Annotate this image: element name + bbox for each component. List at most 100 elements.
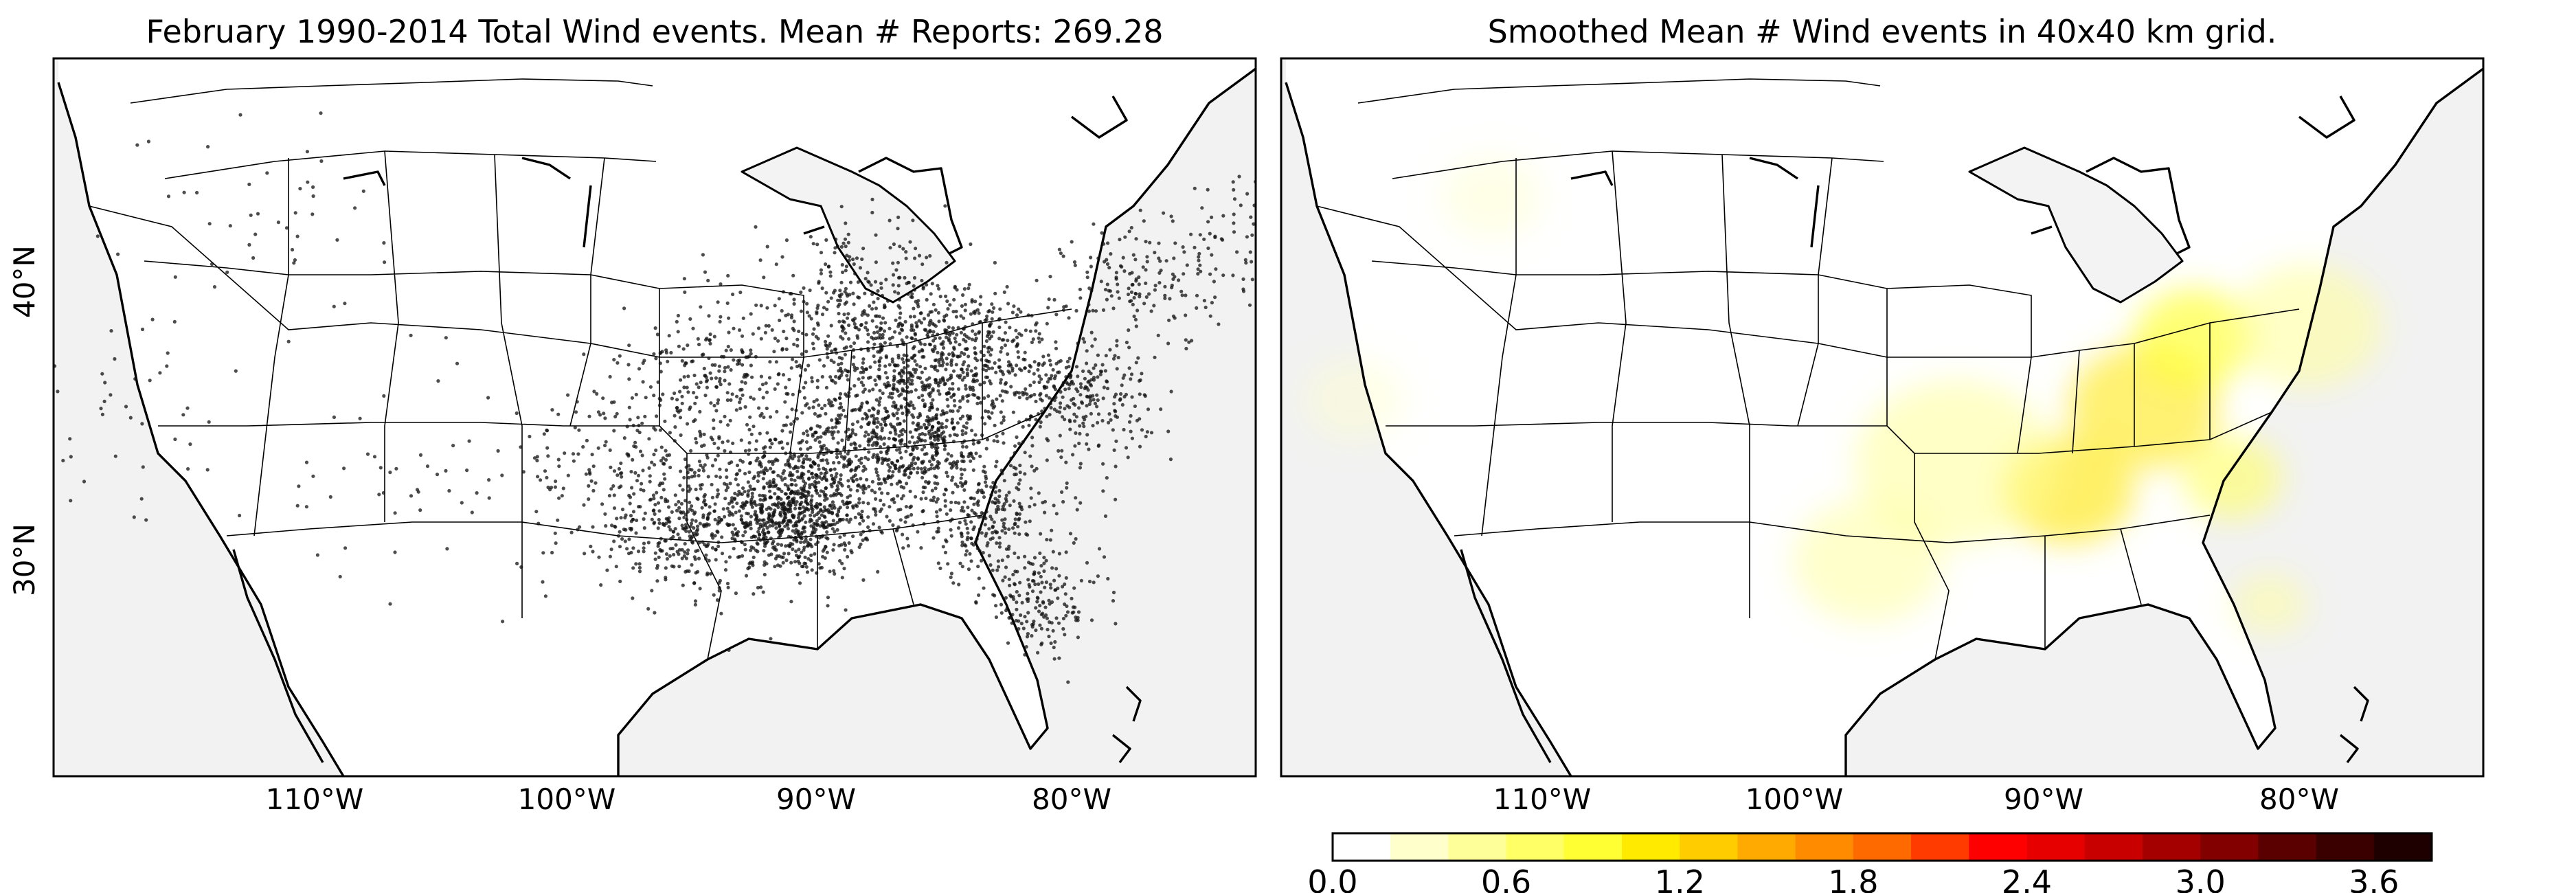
report-point [692,474,697,478]
report-point [847,460,851,464]
report-point [942,315,947,319]
report-point [1013,522,1017,527]
report-point [833,348,837,352]
report-point [760,493,765,498]
report-point [866,415,870,419]
report-point [964,553,968,557]
report-point [859,515,863,520]
report-point [652,453,656,457]
report-point [840,561,844,565]
report-point [752,555,756,560]
report-point [980,488,984,493]
report-point [655,414,659,418]
report-point [936,561,940,565]
report-point [844,608,848,612]
report-point [907,475,911,479]
report-point [798,374,802,378]
report-point [311,474,315,478]
report-point [714,558,718,562]
report-point [929,401,934,405]
report-point [734,473,738,477]
report-point [1021,440,1025,444]
report-point [737,554,742,559]
report-point [745,500,749,505]
report-point [949,508,953,512]
report-point [637,562,642,566]
report-point [726,585,730,589]
report-point [1163,293,1167,297]
report-point [27,508,30,512]
report-point [898,275,902,280]
report-point [816,436,820,440]
report-point [265,171,269,175]
report-point [949,363,953,368]
report-point [961,293,965,297]
report-point [861,501,866,505]
report-point [1068,532,1073,536]
report-point [909,389,914,394]
report-point [952,398,956,403]
report-point [1048,538,1052,542]
report-point [859,532,863,536]
report-point [688,537,692,541]
lon-tick-80w: 80°W [1032,782,1111,816]
report-point [1111,306,1116,310]
report-point [607,494,612,498]
report-point [727,513,732,517]
report-point [714,547,718,552]
report-point [668,554,672,558]
report-point [889,475,893,479]
left-scatter-points [27,111,1256,684]
report-point [902,353,906,357]
report-point [685,517,689,522]
report-point [864,430,868,434]
report-point [1144,281,1148,285]
report-point [873,435,877,439]
report-point [760,524,765,528]
report-point [985,543,989,548]
report-point [664,517,668,521]
report-point [939,413,943,417]
report-point [686,374,690,378]
report-point [1250,233,1254,237]
report-point [702,366,706,371]
report-point [968,385,972,389]
report-point [1058,410,1062,414]
report-point [899,518,903,522]
report-point [817,475,822,479]
report-point [311,194,315,199]
report-point [683,363,687,368]
report-point [838,451,842,455]
report-point [1115,339,1119,343]
report-point [784,385,788,389]
report-point [692,531,697,536]
report-point [1089,256,1093,260]
report-point [720,552,725,556]
report-point [305,150,309,154]
report-point [629,470,633,474]
report-point [1195,306,1199,310]
report-point [749,515,753,519]
report-point [930,456,934,460]
report-point [716,453,720,457]
report-point [946,474,950,478]
report-point [776,497,780,501]
report-point [787,507,791,511]
report-point [779,514,783,518]
report-point [657,509,662,513]
report-point [765,482,769,486]
report-point [966,531,970,535]
report-point [668,431,673,435]
report-point [100,372,104,376]
report-point [831,433,835,437]
report-point [1013,517,1017,521]
report-point [99,407,103,411]
report-point [1129,372,1134,376]
report-point [690,504,694,508]
report-point [656,380,660,384]
report-point [848,488,852,492]
report-point [984,474,988,479]
report-point [771,477,776,482]
report-point [1107,420,1111,425]
report-point [628,501,632,506]
